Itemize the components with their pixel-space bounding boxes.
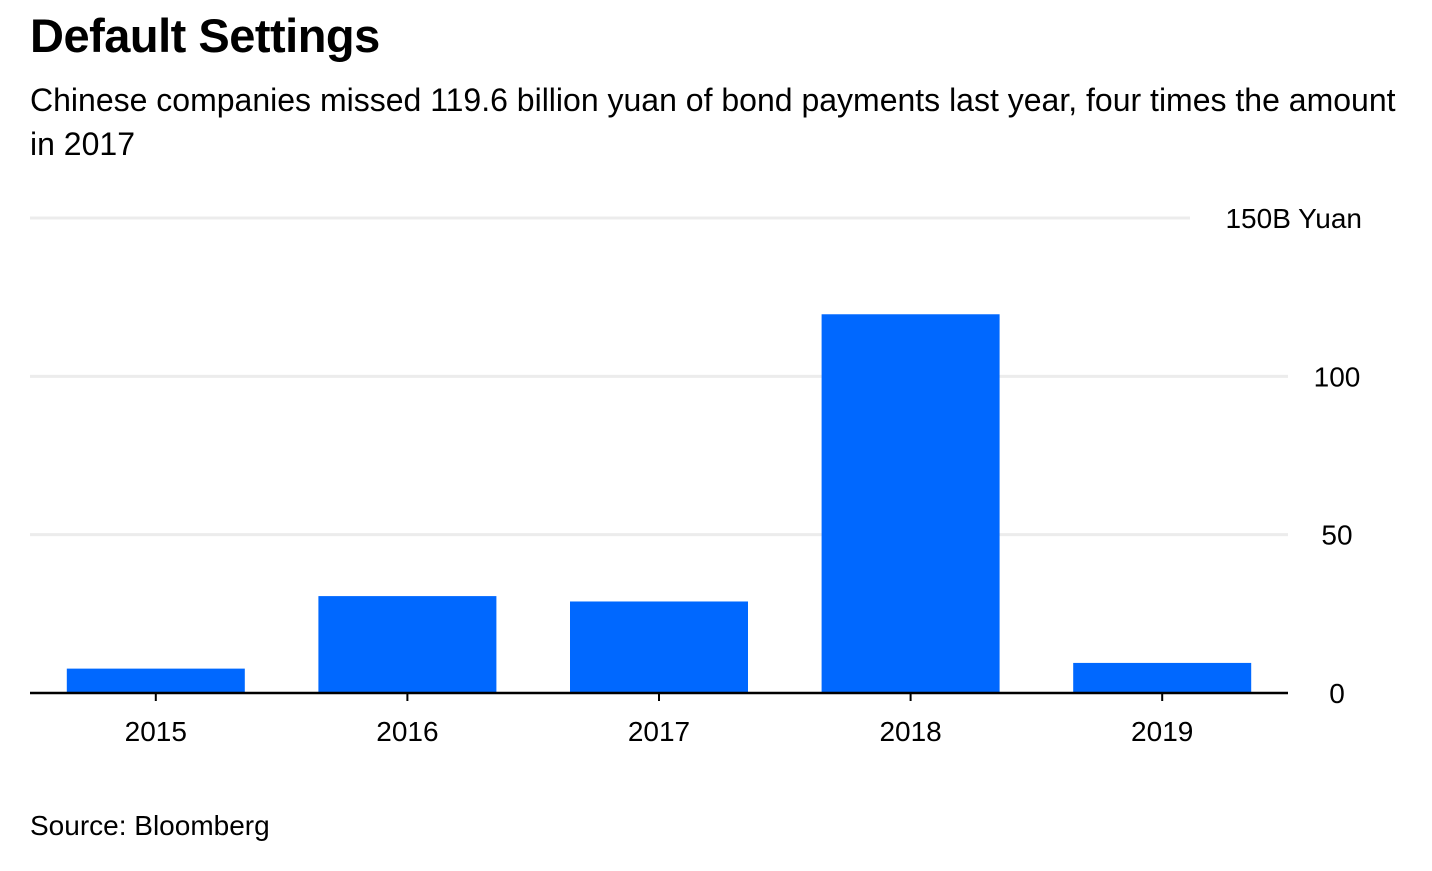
x-tick-label: 2015 [125,716,187,747]
bars [66,314,1252,693]
x-tick-labels: 2015 2016 2017 2018 2019 [125,716,1194,747]
chart-title: Default Settings [30,9,380,62]
y-tick-labels: 0 50 100 150B Yuan [1225,203,1362,709]
bar [318,596,497,693]
y-tick-label: 150B Yuan [1225,203,1362,234]
y-tick-label: 50 [1321,520,1352,551]
x-tick-label: 2019 [1131,716,1193,747]
bar [570,601,748,693]
y-tick-label: 100 [1314,361,1361,392]
chart-subtitle: Chinese companies missed 119.6 billion y… [30,82,1396,162]
gridlines [30,216,1288,537]
bar [1073,662,1252,693]
x-tick-label: 2016 [376,716,438,747]
source-note: Source: Bloomberg [30,810,270,841]
x-tick-label: 2018 [879,716,941,747]
bar [66,668,245,693]
y-tick-label: 0 [1329,678,1345,709]
x-tick-label: 2017 [628,716,690,747]
bar [821,314,1000,693]
axes [30,691,1288,701]
